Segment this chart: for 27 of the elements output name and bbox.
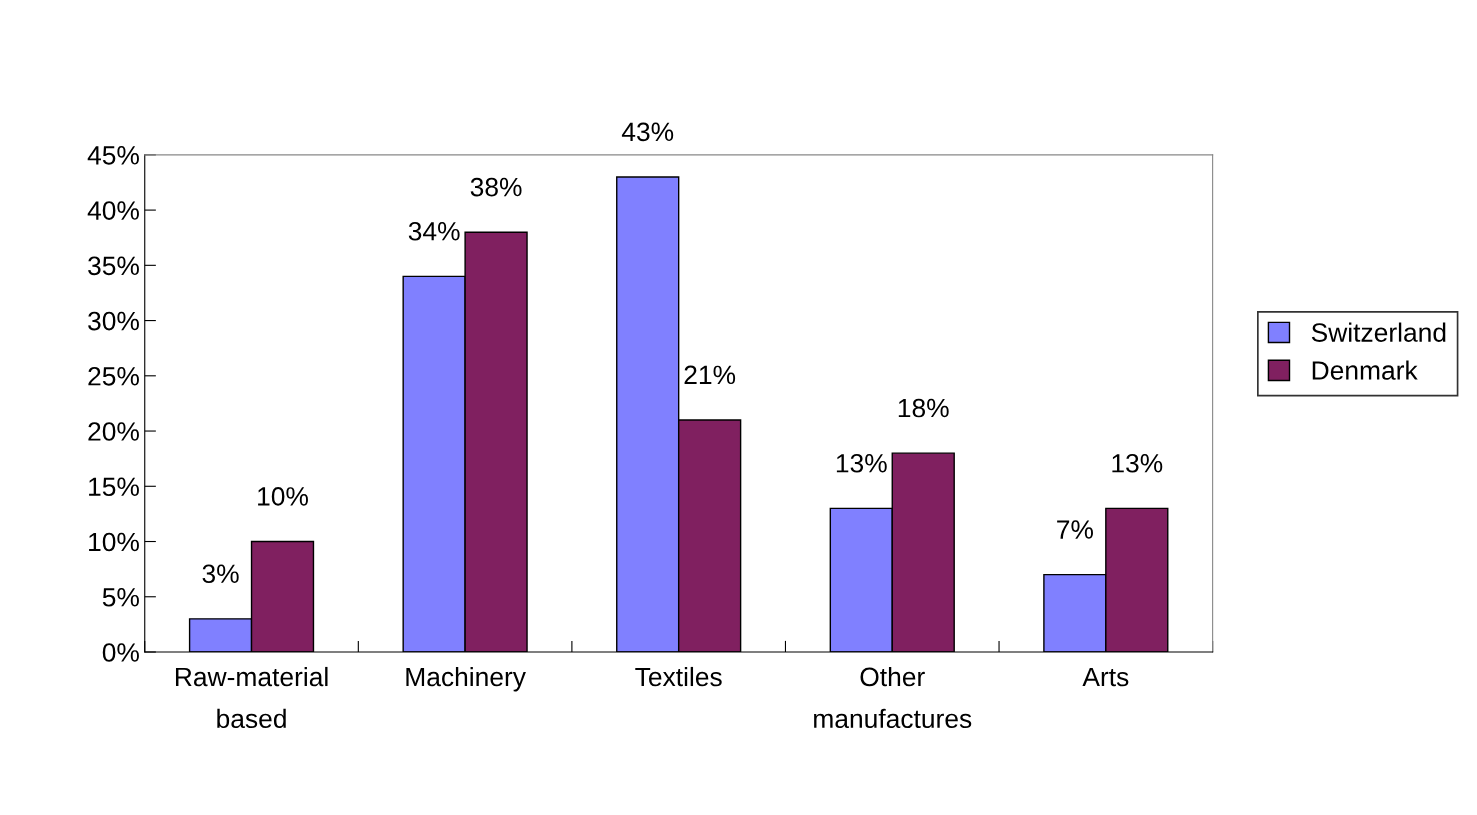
legend-label: Denmark [1312, 360, 1418, 380]
y-tick-label: 5% [102, 588, 139, 607]
x-tick-label: Textiles [635, 666, 722, 687]
legend-label: Switzerland [1311, 322, 1446, 342]
y-tick-label: 40% [87, 201, 139, 220]
y-tick-label: 30% [88, 311, 139, 331]
y-tick-label: 15% [89, 477, 139, 497]
data-label: 13% [836, 453, 887, 473]
x-tick-label: Arts [1082, 667, 1129, 687]
y-tick-label: 10% [89, 532, 139, 552]
data-label: 43% [621, 122, 674, 142]
y-tick-label: 20% [88, 422, 139, 441]
y-tick-label: 35% [88, 256, 139, 276]
data-label: 21% [684, 365, 736, 385]
y-tick-label: 45% [87, 146, 139, 165]
data-label: 13% [1112, 453, 1163, 473]
y-tick-label: 25% [88, 366, 139, 386]
data-label: 38% [470, 177, 522, 197]
x-tick-label: Raw-material based [175, 666, 328, 729]
data-label: 10% [258, 487, 308, 506]
data-label: 18% [898, 398, 949, 418]
data-label: 34% [408, 221, 460, 241]
data-label: 3% [202, 564, 239, 584]
x-tick-label: Machinery [406, 666, 526, 692]
y-tick-label: 0% [102, 643, 139, 662]
data-label: 7% [1057, 520, 1093, 539]
x-tick-label: Other manufactures [814, 666, 972, 729]
